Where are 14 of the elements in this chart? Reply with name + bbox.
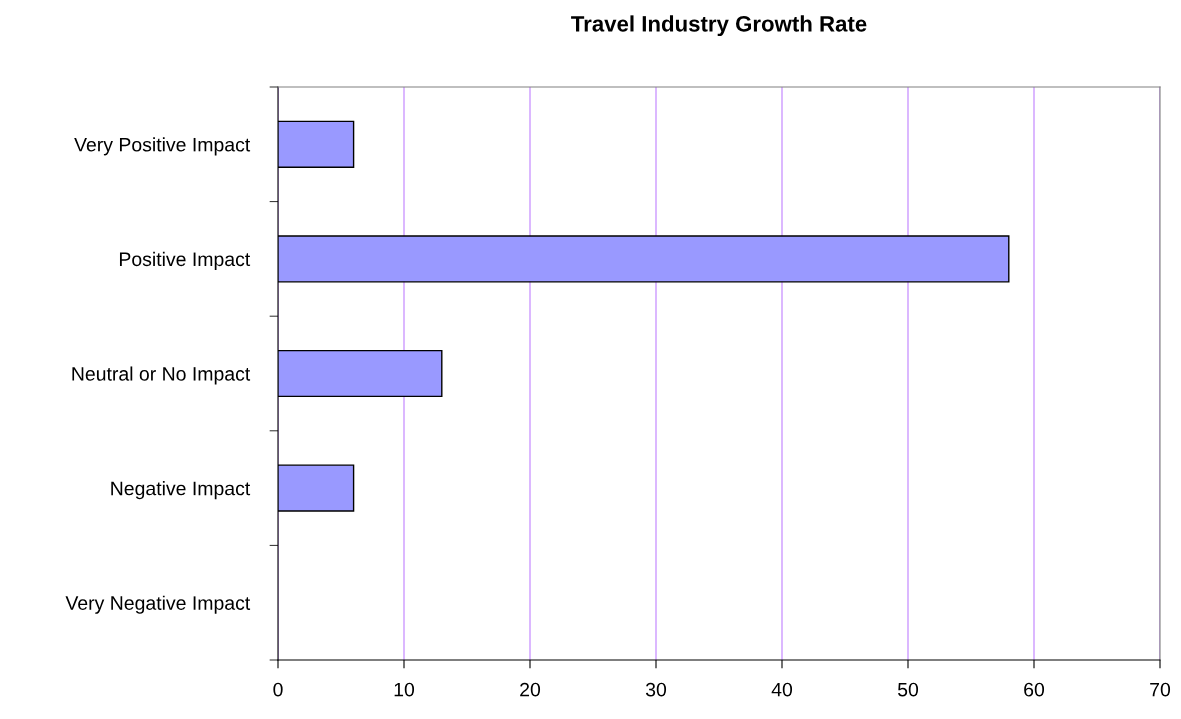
x-tick-label: 30 — [645, 682, 667, 697]
y-tick-label: Neutral or No Impact — [72, 366, 251, 385]
x-tick-label: 70 — [1150, 682, 1171, 697]
chart-title: Travel Industry Growth Rate — [571, 15, 867, 37]
x-tick-label: 60 — [1024, 682, 1045, 697]
y-tick-label: Positive Impact — [119, 251, 251, 270]
y-tick-label: Very Negative Impact — [65, 595, 251, 614]
x-tick-label: 50 — [897, 682, 919, 697]
x-tick-label: 40 — [771, 682, 793, 697]
y-tick-label: Very Positive Impact — [74, 137, 251, 156]
x-tick-label: 10 — [394, 682, 415, 697]
y-tick-label: Negative Impact — [111, 481, 251, 500]
x-tick-label: 0 — [273, 682, 283, 697]
x-tick-label: 20 — [520, 682, 541, 697]
